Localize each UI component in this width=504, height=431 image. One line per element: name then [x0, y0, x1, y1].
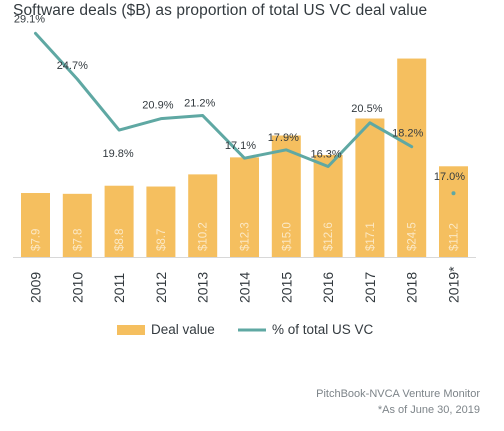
- percent-line: [34, 31, 414, 168]
- legend-label-percent: % of total US VC: [272, 322, 374, 337]
- source-text: PitchBook-NVCA Venture Monitor: [316, 388, 480, 400]
- bar-2018: [397, 58, 427, 257]
- bar-label-2017: $17.1: [365, 222, 377, 251]
- x-tick-2017: 2017: [362, 272, 378, 303]
- x-tick-2015: 2015: [278, 272, 294, 303]
- line-label-2014: 17.1%: [225, 140, 256, 152]
- line-label-2009: 29.1%: [14, 13, 45, 25]
- bar-2019*: [439, 166, 468, 257]
- chart-title: Software deals ($B) as proportion of tot…: [13, 2, 428, 19]
- bar-2011: [104, 185, 134, 257]
- line-label-2019*: 17.0%: [434, 171, 465, 183]
- bar-label-2009: $7.9: [31, 229, 43, 251]
- bar-label-2014: $12.3: [240, 222, 252, 251]
- line-label-2016: 16.3%: [310, 148, 341, 160]
- bar-2014: [230, 157, 259, 257]
- line-label-2010: 24.7%: [57, 60, 88, 72]
- bar-label-2012: $8.7: [156, 229, 168, 251]
- bar-label-2013: $10.2: [198, 222, 210, 251]
- line-label-2013: 21.2%: [184, 98, 215, 110]
- line-label-2017: 20.5%: [351, 103, 382, 115]
- bar-label-2011: $8.8: [114, 229, 126, 251]
- x-tick-2010: 2010: [69, 272, 85, 303]
- x-tick-2014: 2014: [237, 272, 253, 303]
- x-tick-2016: 2016: [320, 272, 336, 303]
- legend-swatch-deal-value: [117, 325, 145, 335]
- point-2019: [451, 191, 456, 196]
- line-label-2018: 18.2%: [392, 128, 423, 140]
- bar-2016: [313, 154, 343, 257]
- bar-label-2016: $12.6: [323, 222, 335, 251]
- line-label-2012: 20.9%: [142, 100, 173, 112]
- x-tick-2009: 2009: [28, 272, 44, 303]
- bar-2015: [271, 135, 301, 257]
- bar-2017: [355, 118, 385, 258]
- legend-label-deal-value: Deal value: [151, 322, 215, 337]
- x-tick-2012: 2012: [153, 272, 169, 303]
- x-tick-2019*: 2019*: [446, 266, 462, 303]
- bar-label-2019*: $11.2: [449, 223, 461, 251]
- line-label-2011: 19.8%: [102, 148, 133, 160]
- x-tick-2018: 2018: [404, 272, 420, 303]
- bar-label-2015: $15.0: [281, 222, 293, 251]
- line-label-2015: 17.9%: [268, 132, 299, 144]
- bar-2013: [188, 174, 218, 257]
- bar-label-2018: $24.5: [407, 222, 419, 251]
- source-note: PitchBook-NVCA Venture Monitor *As of Ju…: [316, 386, 480, 418]
- bar-2010: [62, 193, 92, 257]
- bar-label-2010: $7.8: [72, 229, 84, 251]
- x-tick-2011: 2011: [111, 273, 127, 303]
- x-tick-2013: 2013: [195, 272, 211, 303]
- bar-2012: [146, 186, 176, 257]
- bar-2009: [21, 193, 50, 257]
- footnote-text: *As of June 30, 2019: [377, 404, 480, 416]
